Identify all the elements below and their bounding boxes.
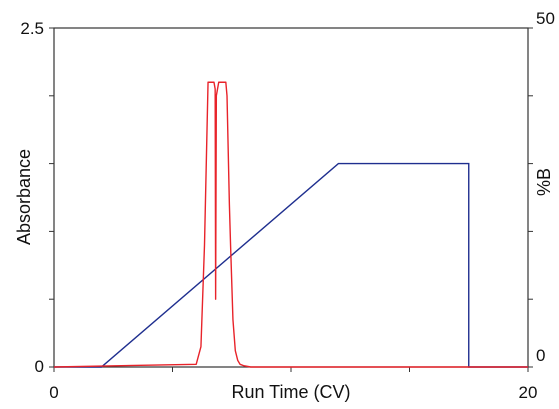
y-axis-label: Absorbance [14,149,34,245]
x-tick-label-max: 20 [519,383,538,402]
x-axis-label: Run Time (CV) [231,382,350,402]
absorbance-trace-line [53,81,528,368]
y-tick-label-max: 2.5 [20,19,44,38]
axis-ticks [49,27,533,372]
gradient-percent-b-line [54,162,528,368]
plot-frame [53,27,529,368]
y-tick-label-min: 0 [35,357,44,376]
y2-tick-label-min: 0 [536,346,545,365]
x-tick-label-min: 0 [49,383,58,402]
y2-axis-label: %B [534,168,554,196]
y2-tick-label-max: 50 [536,9,555,28]
